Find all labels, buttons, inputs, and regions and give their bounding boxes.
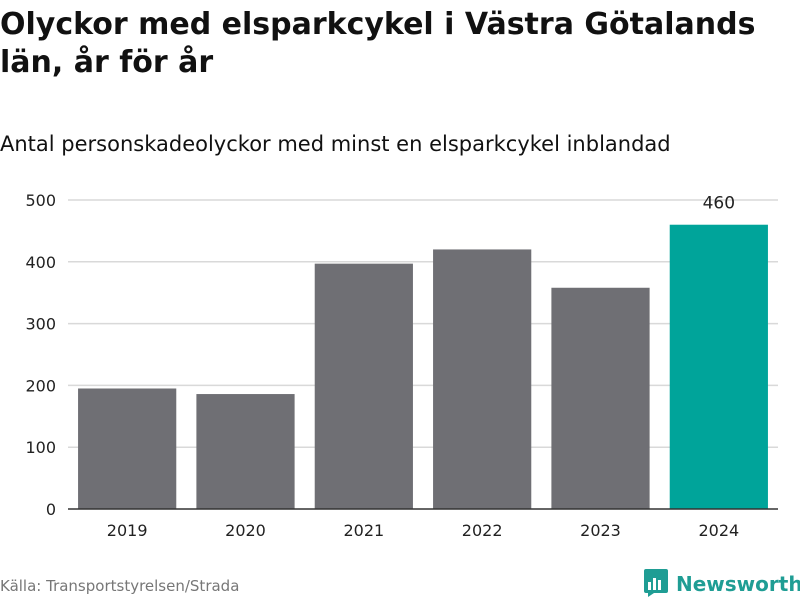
y-tick-label: 200	[25, 376, 56, 395]
chart-title: Olyckor med elsparkcykel i Västra Götala…	[0, 7, 756, 80]
brand-name: Newsworthy	[676, 572, 800, 596]
x-tick-label: 2019	[107, 521, 148, 540]
x-tick-label: 2022	[462, 521, 503, 540]
newsworthy-logo-icon	[644, 567, 668, 601]
bar	[433, 249, 532, 509]
bar	[314, 263, 413, 509]
x-tick-label: 2023	[580, 521, 621, 540]
y-tick-label: 0	[46, 500, 56, 519]
bar	[669, 224, 768, 509]
bar	[78, 388, 177, 509]
newsworthy-brand[interactable]: Newsworthy	[644, 568, 800, 600]
source-note: Källa: Transportstyrelsen/Strada	[0, 577, 240, 595]
data-label: 460	[703, 194, 735, 214]
x-tick-label: 2021	[343, 521, 384, 540]
y-tick-label: 100	[25, 438, 56, 457]
chart-subtitle: Antal personskadeolyckor med minst en el…	[0, 132, 671, 156]
bar-chart: 0 100 200 300 400 500 2019 2020 2021 2022 2023 2024…	[25, 191, 778, 540]
y-tick-label: 400	[25, 253, 56, 272]
y-tick-label: 500	[25, 191, 56, 210]
bar	[551, 287, 650, 509]
y-tick-label: 300	[25, 315, 56, 334]
x-tick-label: 2020	[225, 521, 266, 540]
x-tick-label: 2024	[698, 521, 739, 540]
bar	[196, 394, 295, 509]
